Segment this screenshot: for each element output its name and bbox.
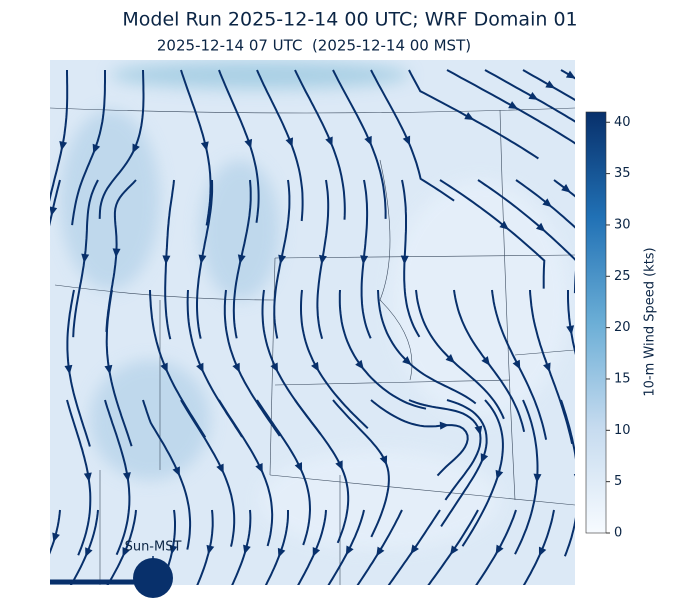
arrowhead: [198, 254, 207, 265]
arrowhead: [439, 421, 449, 430]
colorbar-tick-label: 20: [614, 320, 631, 335]
arrowhead: [335, 460, 343, 471]
arrowhead: [162, 255, 171, 265]
arrowhead: [400, 255, 409, 265]
arrowhead: [345, 545, 354, 556]
arrowhead: [64, 364, 73, 375]
arrowhead: [508, 101, 518, 110]
arrowhead: [360, 255, 369, 265]
arrowhead: [402, 135, 411, 146]
colorbar: [585, 111, 607, 534]
colorbar-tick-label: 15: [614, 371, 631, 386]
arrowhead: [169, 545, 178, 555]
arrowhead: [565, 70, 575, 79]
colorbar-tick-label: 25: [614, 269, 631, 284]
arrowhead: [243, 544, 251, 555]
colorbar-tick-label: 10: [614, 423, 631, 438]
arrowhead: [402, 356, 412, 366]
title: Model Run 2025-12-14 00 UTC; WRF Domain …: [122, 9, 577, 31]
timeline: Sun-MST: [50, 540, 182, 598]
arrowhead: [561, 183, 571, 193]
arrowhead: [311, 361, 319, 372]
arrowhead: [104, 364, 113, 375]
arrowhead: [379, 455, 388, 466]
arrowhead: [237, 254, 246, 264]
arrowhead: [543, 362, 551, 373]
arrowhead: [364, 135, 372, 146]
arrowhead: [545, 80, 556, 89]
arrowhead: [542, 198, 552, 208]
arrowhead: [285, 137, 294, 148]
arrowhead: [132, 143, 140, 154]
arrowhead: [52, 532, 60, 543]
arrowhead: [294, 462, 303, 472]
arrowhead: [512, 359, 521, 370]
arrowhead: [277, 547, 286, 558]
arrowhead: [255, 462, 263, 473]
arrowhead: [325, 136, 333, 147]
arrowhead: [92, 143, 101, 154]
colorbar-tick-label: 0: [614, 526, 622, 541]
arrowhead: [200, 141, 209, 151]
arrowhead: [81, 253, 90, 264]
arrowhead: [319, 254, 327, 265]
arrowhead: [538, 546, 547, 557]
arrowhead: [122, 547, 130, 557]
arrowhead: [216, 463, 224, 474]
timeline-label: Sun-MST: [125, 540, 182, 555]
colorbar-tick-label: 35: [614, 166, 631, 181]
arrowhead: [172, 466, 180, 477]
arrowhead: [50, 206, 58, 216]
arrowhead: [481, 356, 490, 366]
colorbar-tick-label: 40: [614, 115, 631, 130]
colorbar-label: 10-m Wind Speed (kts): [643, 247, 658, 396]
arrowhead: [270, 362, 279, 373]
arrowhead: [278, 254, 287, 265]
colorbar-tick-label: 5: [614, 474, 622, 489]
arrowhead: [59, 140, 68, 151]
arrowhead: [573, 473, 575, 483]
arrowhead: [445, 354, 455, 364]
arrowhead: [535, 222, 546, 232]
arrowhead: [450, 545, 459, 556]
streamline: [560, 399, 575, 557]
arrowhead: [196, 362, 204, 373]
arrowhead: [566, 325, 575, 335]
arrowhead: [464, 112, 475, 121]
arrowhead: [232, 362, 240, 373]
arrowhead: [495, 544, 504, 555]
arrowhead: [495, 469, 504, 480]
colorbar-tick-label: 30: [614, 217, 631, 232]
arrowhead: [410, 544, 419, 555]
arrowhead: [480, 453, 489, 464]
arrowhead: [85, 547, 93, 558]
subtitle: 2025-12-14 07 UTC (2025-12-14 00 MST): [157, 37, 471, 55]
arrowhead: [499, 220, 509, 230]
arrowhead: [376, 546, 385, 557]
arrowhead: [528, 91, 539, 100]
arrowhead: [83, 472, 92, 482]
arrowhead: [112, 248, 121, 258]
arrowhead: [122, 472, 131, 482]
arrowhead: [206, 544, 215, 555]
map: [50, 60, 575, 585]
arrowhead: [160, 362, 168, 373]
arrowhead: [244, 138, 253, 149]
arrowhead: [533, 473, 542, 483]
arrowhead: [312, 547, 321, 557]
arrowhead: [474, 425, 483, 436]
arrowhead: [355, 359, 364, 370]
